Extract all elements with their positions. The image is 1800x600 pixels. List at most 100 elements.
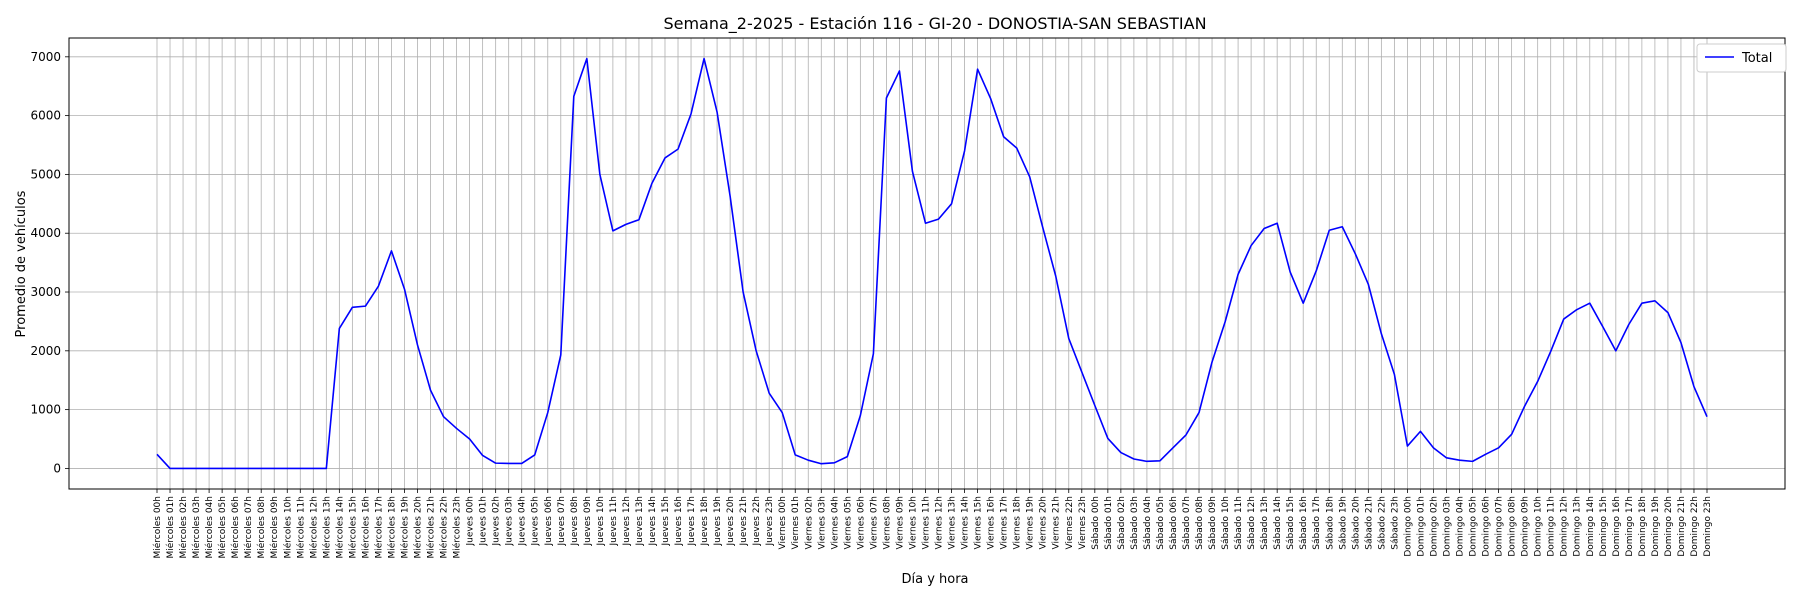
x-tick-label: Jueves 16h xyxy=(674,496,684,546)
x-tick-label: Domingo 14h xyxy=(1586,496,1596,557)
x-tick-label: Jueves 14h xyxy=(648,496,658,546)
legend-box xyxy=(1696,43,1787,73)
x-tick-label: Jueves 07h xyxy=(557,496,567,546)
x-tick-label: Jueves 18h xyxy=(700,496,710,546)
x-tick-label: Domingo 08h xyxy=(1508,496,1518,557)
x-tick-label: Miércoles 03h xyxy=(191,496,202,559)
x-tick-label: Sábado 20h xyxy=(1351,496,1361,550)
x-tick-label: Sábado 16h xyxy=(1299,496,1309,550)
x-tick-label: Viernes 02h xyxy=(804,496,814,550)
x-tick-label: Jueves 12h xyxy=(622,496,632,546)
x-tick-label: Sábado 14h xyxy=(1273,496,1283,550)
x-tick-label: Sábado 05h xyxy=(1156,496,1166,550)
x-tick-label: Miércoles 06h xyxy=(230,496,241,559)
x-tick-label: Jueves 17h xyxy=(687,496,697,546)
x-axis-ticks: Miércoles 00h Miércoles 01h Miércoles 02h M… xyxy=(152,489,1713,559)
x-tick-label: Miércoles 04h xyxy=(204,496,215,559)
x-tick-label: Jueves 03h xyxy=(505,496,515,546)
x-tick-label: Miércoles 02h xyxy=(178,496,189,559)
x-tick-label: Jueves 04h xyxy=(518,496,528,546)
x-tick-label: Miércoles 22h xyxy=(439,496,450,559)
x-tick-label: Domingo 12h xyxy=(1560,496,1570,557)
x-tick-label: Sábado 15h xyxy=(1286,496,1296,550)
x-tick-label: Miércoles 15h xyxy=(347,496,358,559)
x-tick-label: Miércoles 01h xyxy=(165,496,176,559)
x-tick-label: Viernes 12h xyxy=(935,496,945,550)
x-tick-label: Miércoles 10h xyxy=(282,496,293,559)
x-tick-label: Viernes 13h xyxy=(948,496,958,550)
x-tick-label: Domingo 20h xyxy=(1664,496,1674,557)
y-tick-label: 5000 xyxy=(30,167,61,181)
x-tick-label: Domingo 21h xyxy=(1677,496,1687,557)
x-tick-label: Viernes 00h xyxy=(778,496,788,550)
x-tick-label: Miércoles 00h xyxy=(152,496,163,559)
x-tick-label: Domingo 04h xyxy=(1456,496,1466,557)
x-tick-label: Viernes 08h xyxy=(882,496,892,550)
x-tick-label: Sábado 00h xyxy=(1091,496,1101,550)
x-tick-label: Miércoles 16h xyxy=(360,496,371,559)
x-tick-label: Jueves 13h xyxy=(635,496,645,546)
series-line-total xyxy=(156,57,1708,470)
x-tick-label: Sábado 06h xyxy=(1169,496,1179,550)
x-tick-label: Domingo 07h xyxy=(1495,496,1505,557)
x-tick-label: Sábado 21h xyxy=(1364,496,1374,550)
x-tick-label: Sábado 11h xyxy=(1234,496,1244,550)
x-tick-label: Sábado 07h xyxy=(1182,496,1192,550)
y-tick-label: 4000 xyxy=(30,226,61,240)
x-tick-label: Viernes 23h xyxy=(1078,496,1088,550)
x-tick-label: Sábado 09h xyxy=(1208,496,1218,550)
x-tick-label: Domingo 18h xyxy=(1638,496,1648,557)
x-tick-label: Domingo 11h xyxy=(1547,496,1557,557)
x-tick-label: Miércoles 08h xyxy=(256,496,267,559)
x-tick-label: Jueves 23h xyxy=(765,496,775,546)
x-tick-label: Miércoles 20h xyxy=(413,496,424,559)
x-tick-label: Viernes 05h xyxy=(843,496,853,550)
x-tick-label: Jueves 15h xyxy=(661,496,671,546)
x-tick-label: Viernes 19h xyxy=(1026,496,1036,550)
x-tick-label: Domingo 10h xyxy=(1534,496,1544,557)
x-tick-label: Viernes 14h xyxy=(961,496,971,550)
x-tick-label: Miércoles 09h xyxy=(269,496,280,559)
x-tick-label: Viernes 06h xyxy=(856,496,866,550)
x-tick-label: Domingo 00h xyxy=(1403,496,1413,557)
x-tick-label: Miércoles 21h xyxy=(426,496,437,559)
y-tick-label: 0 xyxy=(53,461,61,475)
x-tick-label: Domingo 05h xyxy=(1469,496,1479,557)
x-tick-label: Viernes 09h xyxy=(895,496,905,550)
x-tick-label: Miércoles 23h xyxy=(452,496,463,559)
x-tick-label: Sábado 13h xyxy=(1260,496,1270,550)
legend: Total xyxy=(1696,43,1787,73)
x-tick-label: Sábado 08h xyxy=(1195,496,1205,550)
x-tick-label: Miércoles 14h xyxy=(334,496,345,559)
x-tick-label: Viernes 21h xyxy=(1052,496,1062,550)
series-layer xyxy=(156,57,1708,470)
x-tick-label: Jueves 05h xyxy=(531,496,541,546)
x-tick-label: Jueves 11h xyxy=(609,496,619,546)
x-tick-label: Sábado 10h xyxy=(1221,496,1231,550)
x-tick-label: Domingo 02h xyxy=(1429,496,1439,557)
x-tick-label: Viernes 11h xyxy=(921,496,931,550)
x-tick-label: Viernes 16h xyxy=(987,496,997,550)
x-tick-label: Sábado 02h xyxy=(1117,496,1127,550)
x-tick-label: Viernes 04h xyxy=(830,496,840,550)
x-tick-label: Miércoles 11h xyxy=(295,496,306,559)
x-tick-label: Viernes 10h xyxy=(908,496,918,550)
x-tick-label: Domingo 19h xyxy=(1651,496,1661,557)
plot-frame xyxy=(68,37,1786,490)
x-tick-label: Sábado 22h xyxy=(1377,496,1387,550)
x-tick-label: Viernes 15h xyxy=(974,496,984,550)
x-tick-label: Jueves 02h xyxy=(492,496,502,546)
x-tick-label: Jueves 09h xyxy=(583,496,593,546)
x-tick-label: Domingo 16h xyxy=(1612,496,1622,557)
x-tick-label: Sábado 18h xyxy=(1325,496,1335,550)
x-tick-label: Sábado 23h xyxy=(1390,496,1400,550)
x-tick-label: Viernes 17h xyxy=(1000,496,1010,550)
x-tick-label: Jueves 19h xyxy=(713,496,723,546)
x-tick-label: Viernes 03h xyxy=(817,496,827,550)
y-axis-ticks: 0 1000 2000 3000 4000 5000 6000 7000 xyxy=(30,50,69,475)
x-tick-label: Sábado 01h xyxy=(1104,496,1114,550)
x-tick-label: Sábado 17h xyxy=(1312,496,1322,550)
grid-layer xyxy=(69,38,1785,489)
x-tick-label: Domingo 22h xyxy=(1690,496,1700,557)
